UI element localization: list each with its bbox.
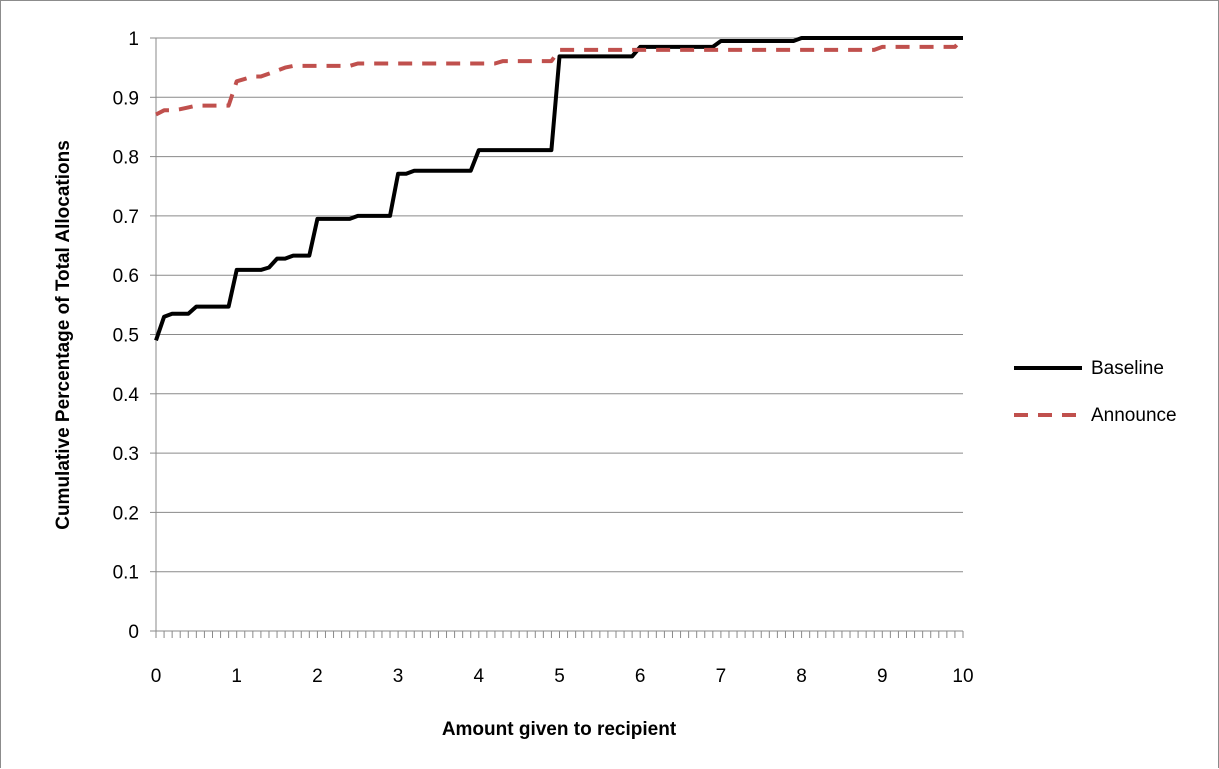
x-axis-title: Amount given to recipient	[442, 719, 677, 740]
y-axis-title: Cumulative Percentage of Total Allocatio…	[53, 140, 74, 530]
x-tick-label: 5	[554, 666, 565, 687]
x-tick-label: 3	[393, 666, 404, 687]
y-tick-label: 0	[128, 622, 139, 643]
x-tick-label: 9	[877, 666, 888, 687]
y-tick-label: 0.7	[113, 207, 139, 228]
x-tick-label: 7	[716, 666, 727, 687]
legend-label-baseline: Baseline	[1091, 358, 1164, 379]
x-tick-label: 6	[635, 666, 646, 687]
x-tick-label: 8	[796, 666, 807, 687]
axes	[150, 37, 964, 638]
series-line-announce	[155, 36, 965, 117]
legend: Baseline Announce	[1014, 358, 1177, 426]
x-tick-label: 2	[312, 666, 323, 687]
y-tick-label: 0.2	[113, 503, 139, 524]
y-tick-label: 0.9	[113, 88, 139, 109]
gridlines	[156, 37, 963, 573]
x-tick-label: 1	[231, 666, 242, 687]
tick-labels: 00.10.20.30.40.50.60.70.80.910 1 2 3 4 5 6 7 8 9 1…	[113, 29, 974, 687]
series-line-baseline	[154, 36, 963, 342]
y-tick-label: 0.1	[113, 563, 139, 584]
y-tick-label: 0.5	[113, 326, 139, 347]
y-tick-label: 0.3	[113, 444, 139, 465]
series-lines	[154, 36, 965, 342]
y-tick-label: 0.8	[113, 148, 139, 169]
x-tick-label: 0	[151, 666, 162, 687]
x-tick-label: 10	[952, 666, 973, 687]
y-tick-label: 0.6	[113, 266, 139, 287]
y-tick-label: 0.4	[113, 385, 140, 406]
legend-label-announce: Announce	[1091, 405, 1177, 426]
x-tick-label: 4	[474, 666, 485, 687]
y-tick-label: 1	[128, 29, 139, 50]
